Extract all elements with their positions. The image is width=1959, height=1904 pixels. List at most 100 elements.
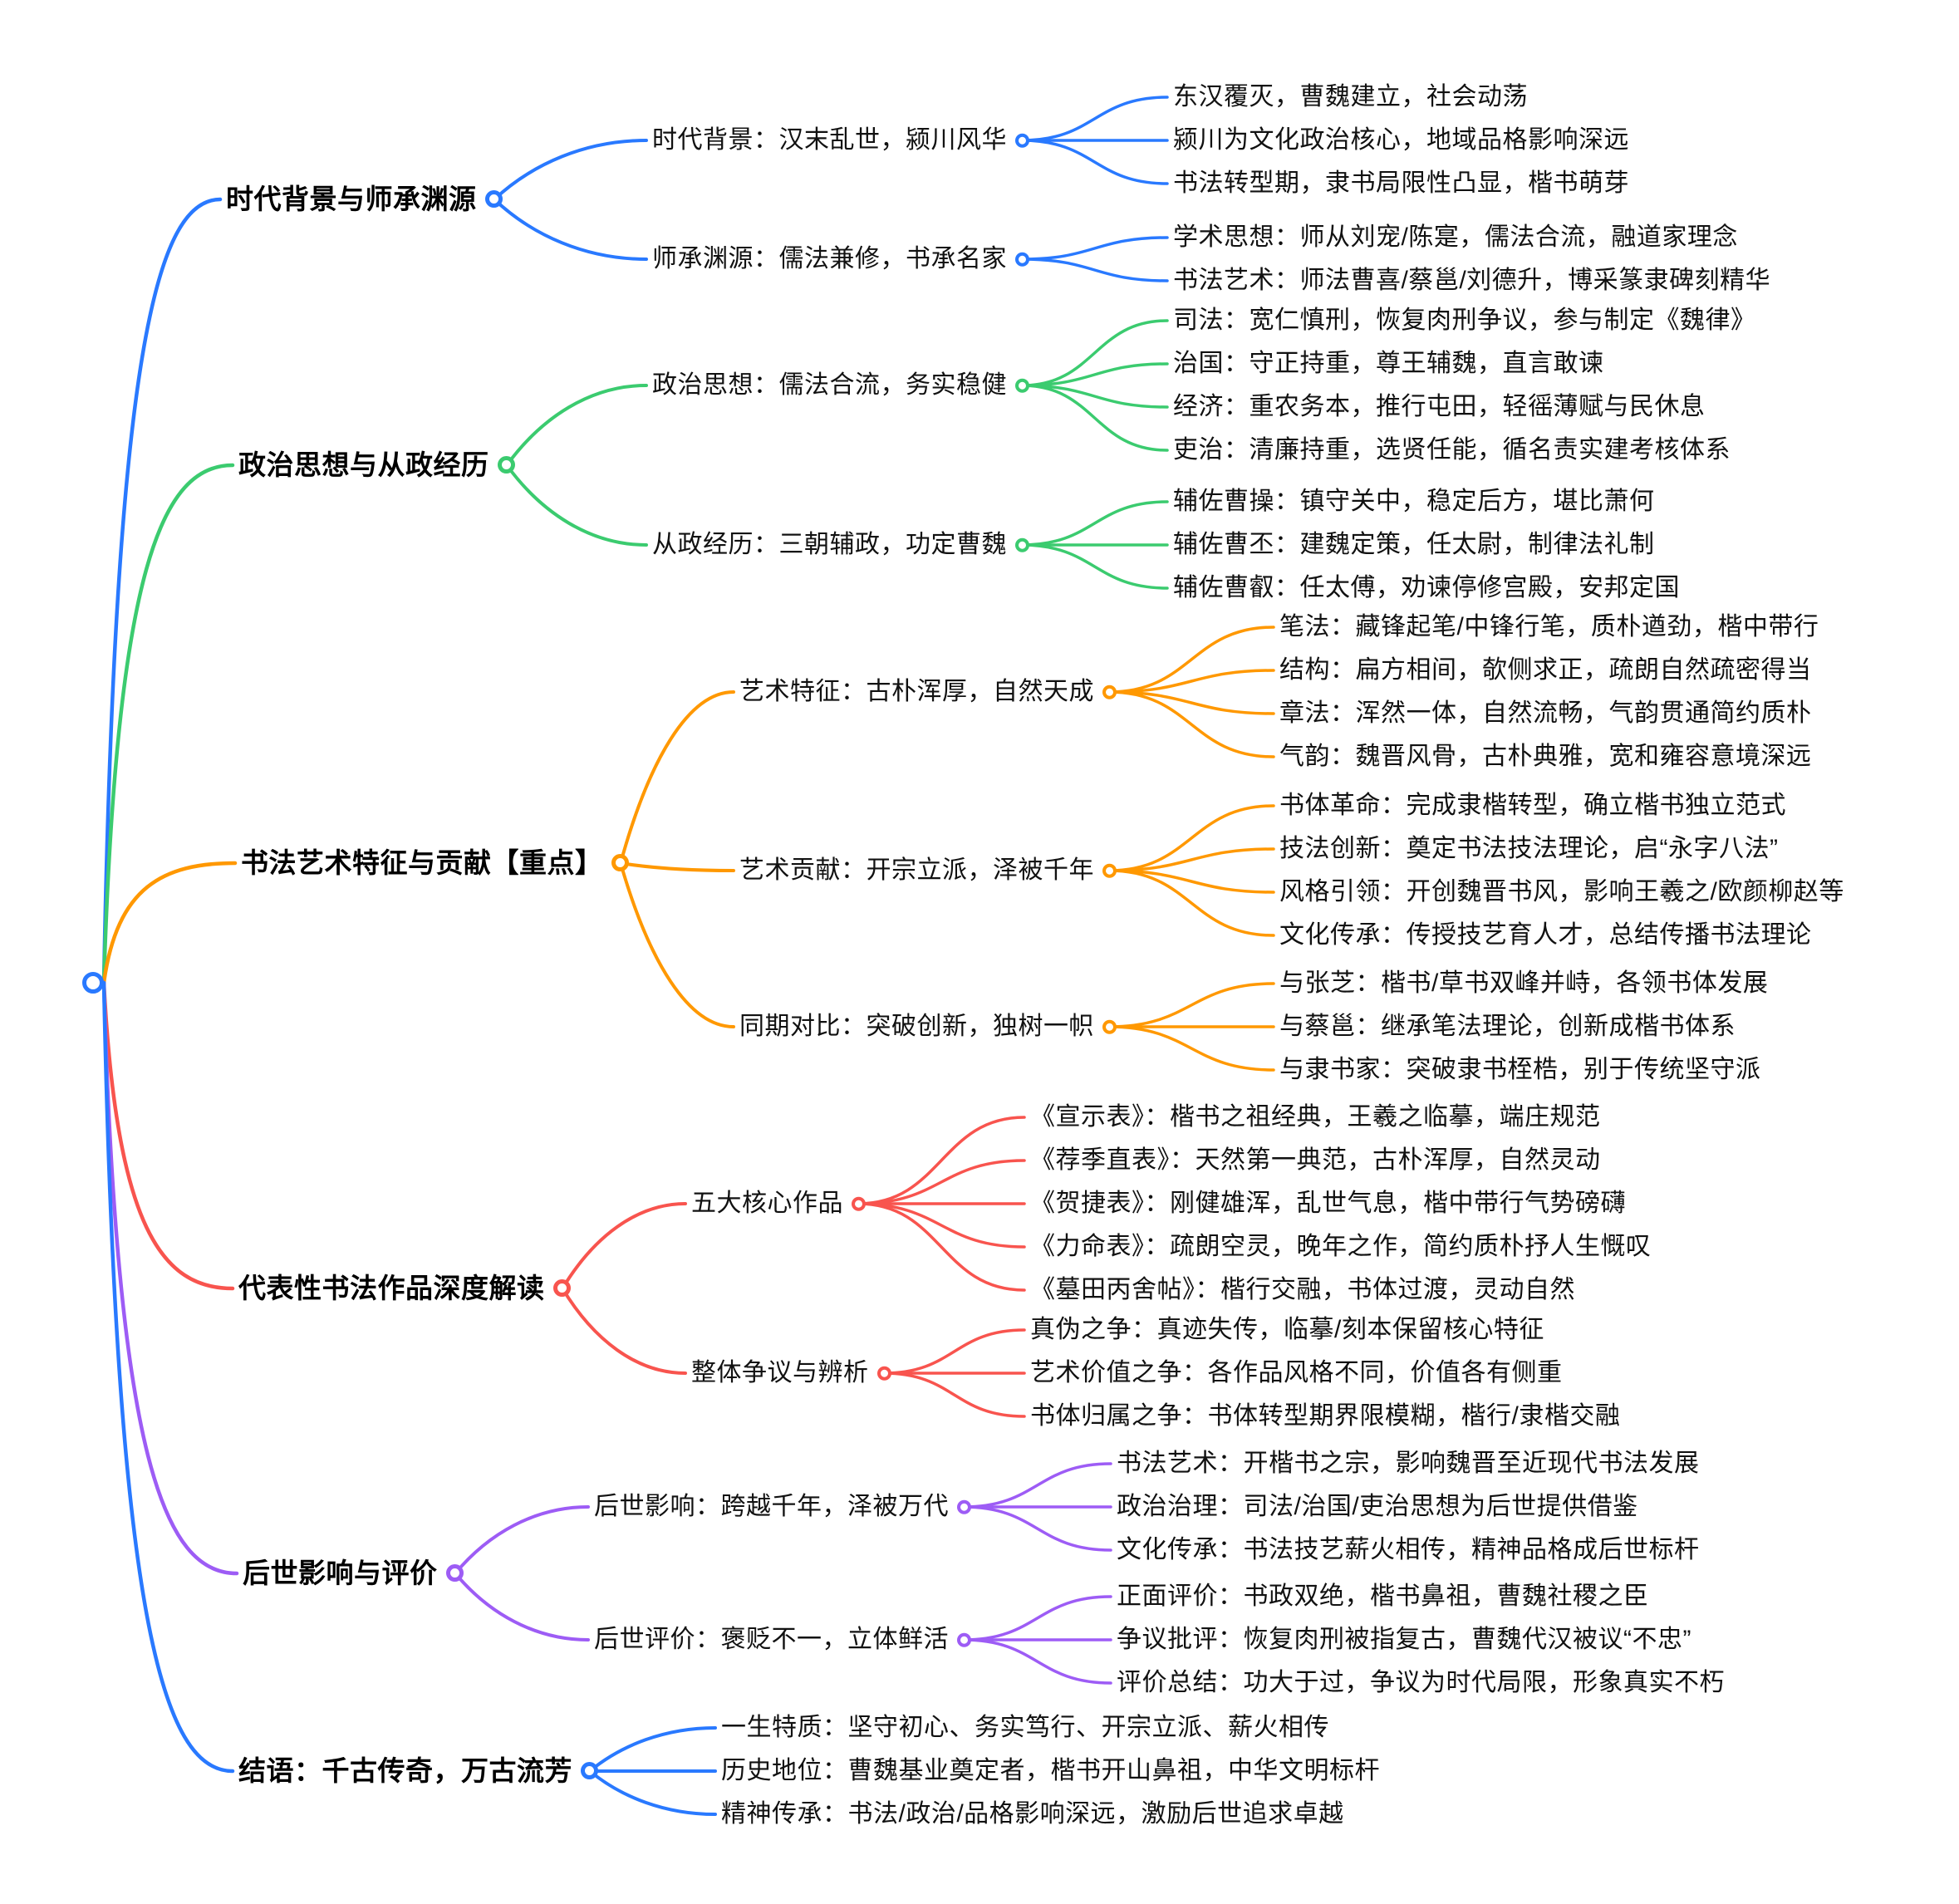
connector-edge — [882, 1328, 1026, 1375]
leaf-node[interactable]: 司法：宽仁慎刑，恢复肉刑争议，参与制定《魏律》 — [1173, 307, 1756, 336]
root-node[interactable] — [82, 972, 104, 994]
leaf-node[interactable]: 辅佐曹叡：任太傅，劝谏停修宫殿，安邦定国 — [1173, 574, 1680, 603]
main-topic-node[interactable]: 代表性书法作品深度解读 — [238, 1273, 571, 1304]
collapse-toggle-circle[interactable] — [497, 456, 515, 474]
leaf-node[interactable]: 艺术价值之争：各作品风格不同，价值各有侧重 — [1030, 1359, 1563, 1388]
leaf-node[interactable]: 治国：守正持重，尊王辅魏，直言敢谏 — [1173, 350, 1604, 379]
connector-edge — [1107, 982, 1275, 1028]
leaf-node[interactable]: 书法艺术：师法曹喜/蔡邕/刘德升，博采篆隶碑刻精华 — [1173, 267, 1770, 296]
collapse-toggle-circle[interactable] — [1102, 685, 1117, 699]
sub-topic-node-label: 精神传承：书法/政治/品格影响深远，激励后世追求卓越 — [721, 1799, 1344, 1828]
leaf-node-label: 文化传承：书法技艺薪火相传，精神品格成后世标杆 — [1117, 1535, 1700, 1563]
connector-edge — [1020, 362, 1169, 387]
sub-topic-node[interactable]: 一生特质：坚守初心、务实笃行、开宗立派、薪火相传 — [721, 1714, 1329, 1743]
leaf-node[interactable]: 书体归属之争：书体转型期界限模糊，楷行/隶楷交融 — [1030, 1402, 1620, 1431]
collapse-toggle-circle[interactable] — [581, 1762, 598, 1780]
main-topic-node[interactable]: 时代背景与师承渊源 — [226, 184, 503, 215]
leaf-node[interactable]: 结构：扁方相间，欹侧求正，疏朗自然疏密得当 — [1279, 656, 1812, 685]
leaf-node[interactable]: 文化传承：书法技艺薪火相传，精神品格成后世标杆 — [1117, 1536, 1700, 1565]
sub-topic-node-label: 后世影响：跨越千年，泽被万代 — [594, 1492, 949, 1520]
sub-topic-node[interactable]: 整体争议与辨析 — [691, 1359, 891, 1388]
sub-topic-node[interactable]: 历史地位：曹魏基业奠定者，楷书开山鼻祖，中华文明标杆 — [721, 1757, 1380, 1786]
connector-edge — [1107, 869, 1275, 894]
leaf-node[interactable]: 《力命表》：疏朗空灵，晚年之作，简约质朴抒人生慨叹 — [1030, 1233, 1652, 1262]
leaf-node[interactable]: 颍川为文化政治核心，地域品格影响深远 — [1173, 126, 1629, 155]
leaf-node[interactable]: 争议批评：恢复肉刑被指复古，曹魏代汉被议“不忠” — [1117, 1626, 1691, 1655]
main-topic-node[interactable]: 后世影响与评价 — [243, 1558, 464, 1589]
leaf-node[interactable]: 《贺捷表》：刚健雄浑，乱世气息，楷中带行气势磅礴 — [1030, 1190, 1626, 1219]
leaf-node-label: 书体革命：完成隶楷转型，确立楷书独立范式 — [1279, 791, 1786, 819]
main-topic-node[interactable]: 结语：千古传奇，万古流芳 — [238, 1755, 598, 1787]
main-topic-node[interactable]: 书法艺术特征与贡献【重点】 — [241, 847, 629, 879]
leaf-node[interactable]: 与蔡邕：继承笔法理论，创新成楷书体系 — [1279, 1013, 1736, 1042]
sub-topic-node[interactable]: 政治思想：儒法合流，务实稳健 — [652, 371, 1029, 400]
main-topic-node-label: 时代背景与师承渊源 — [226, 184, 477, 215]
leaf-node[interactable]: 与张芝：楷书/草书双峰并峙，各领书体发展 — [1279, 969, 1768, 999]
sub-topic-node[interactable]: 师承渊源：儒法兼修，书承名家 — [652, 245, 1029, 274]
leaf-node[interactable]: 与隶书家：突破隶书桎梏，别于传统坚守派 — [1279, 1056, 1761, 1085]
sub-topic-node-label: 一生特质：坚守初心、务实笃行、开宗立派、薪火相传 — [721, 1713, 1329, 1741]
sub-topic-node[interactable]: 从政经历：三朝辅政，功定曹魏 — [652, 531, 1029, 560]
leaf-node[interactable]: 正面评价：书政双绝，楷书鼻祖，曹魏社稷之臣 — [1117, 1583, 1649, 1612]
collapse-toggle-circle[interactable] — [1015, 133, 1029, 148]
collapse-toggle-circle[interactable] — [852, 1196, 866, 1211]
collapse-toggle-circle[interactable] — [876, 1366, 891, 1381]
sub-topic-node[interactable]: 艺术贡献：开宗立派，泽被千年 — [739, 856, 1117, 886]
leaf-node[interactable]: 评价总结：功大于过，争议为时代局限，形象真实不朽 — [1117, 1669, 1725, 1698]
leaf-node[interactable]: 书法转型期，隶书局限性凸显，楷书萌芽 — [1173, 169, 1629, 199]
leaf-node-label: 章法：浑然一体，自然流畅，气韵贯通简约质朴 — [1279, 699, 1812, 727]
connector-edge — [1020, 384, 1169, 409]
connector-edge — [101, 980, 239, 1576]
collapse-toggle-circle[interactable] — [1015, 537, 1029, 552]
leaf-node[interactable]: 政治治理：司法/治国/吏治思想为后世提供借鉴 — [1117, 1493, 1638, 1522]
sub-topic-node[interactable]: 后世影响：跨越千年，泽被万代 — [594, 1493, 971, 1522]
sub-topic-node[interactable]: 同期对比：突破创新，独树一帜 — [739, 1013, 1117, 1042]
leaf-node[interactable]: 辅佐曹丕：建魏定策，任太尉，制律法礼制 — [1173, 531, 1655, 560]
sub-topic-node-label: 时代背景：汉末乱世，颍川风华 — [652, 125, 1007, 154]
leaf-node[interactable]: 文化传承：传授技艺育人才，总结传播书法理论 — [1279, 921, 1812, 950]
connector-edge — [1020, 96, 1169, 142]
leaf-node[interactable]: 书体革命：完成隶楷转型，确立楷书独立范式 — [1279, 792, 1786, 821]
leaf-node[interactable]: 书法艺术：开楷书之宗，影响魏晋至近现代书法发展 — [1117, 1450, 1700, 1479]
collapse-toggle-circle[interactable] — [1102, 863, 1117, 878]
sub-topic-node[interactable]: 时代背景：汉末乱世，颍川风华 — [652, 126, 1029, 155]
leaf-node[interactable]: 《墓田丙舍帖》：楷行交融，书体过渡，灵动自然 — [1030, 1276, 1575, 1305]
collapse-toggle-circle[interactable] — [1102, 1019, 1117, 1034]
collapse-toggle-circle[interactable] — [611, 854, 629, 872]
collapse-toggle-circle[interactable] — [484, 190, 503, 209]
leaf-node[interactable]: 《宣示表》：楷书之祖经典，王羲之临摹，端庄规范 — [1030, 1103, 1601, 1132]
leaf-node[interactable]: 章法：浑然一体，自然流畅，气韵贯通简约质朴 — [1279, 699, 1812, 729]
collapse-toggle-circle[interactable] — [1015, 378, 1029, 393]
leaf-node[interactable]: 东汉覆灭，曹魏建立，社会动荡 — [1173, 83, 1528, 112]
sub-topic-node[interactable]: 精神传承：书法/政治/品格影响深远，激励后世追求卓越 — [721, 1800, 1344, 1829]
collapse-toggle-circle[interactable] — [445, 1564, 464, 1583]
connector-edge — [493, 139, 648, 201]
leaf-node[interactable]: 气韵：魏晋风骨，古朴典雅，宽和雍容意境深远 — [1279, 743, 1812, 772]
leaf-node[interactable]: 经济：重农务本，推行屯田，轻徭薄赋与民休息 — [1173, 393, 1706, 422]
leaf-node[interactable]: 学术思想：师从刘宠/陈寔，儒法合流，融道家理念 — [1173, 223, 1738, 253]
connector-edge — [1107, 626, 1275, 694]
leaf-node-label: 与张芝：楷书/草书双峰并峙，各领书体发展 — [1279, 969, 1769, 997]
leaf-node[interactable]: 辅佐曹操：镇守关中，稳定后方，堪比萧何 — [1173, 488, 1655, 517]
sub-topic-node[interactable]: 五大核心作品 — [691, 1190, 866, 1219]
sub-topic-node[interactable]: 后世评价：褒贬不一，立体鲜活 — [594, 1626, 971, 1655]
main-topic-node-label: 后世影响与评价 — [243, 1558, 438, 1589]
connector-edge — [1020, 384, 1169, 452]
leaf-node[interactable]: 风格引领：开创魏晋书风，影响王羲之/欧颜柳赵等 — [1279, 878, 1844, 907]
collapse-toggle-circle[interactable] — [552, 1279, 571, 1298]
leaf-node[interactable]: 《荐季直表》：天然第一典范，古朴浑厚，自然灵动 — [1030, 1146, 1601, 1175]
main-topic-node[interactable]: 政治思想与从政经历 — [238, 449, 515, 481]
collapse-toggle-circle[interactable] — [957, 1499, 971, 1514]
collapse-toggle-circle[interactable] — [1015, 252, 1029, 267]
leaf-node[interactable]: 真伪之争：真迹失传，临摹/刻本保留核心特征 — [1030, 1316, 1544, 1345]
connector-edge — [505, 384, 648, 467]
leaf-node[interactable]: 笔法：藏锋起笔/中锋行笔，质朴遒劲，楷中带行 — [1279, 613, 1819, 642]
connector-edge — [505, 464, 648, 547]
sub-topic-node[interactable]: 艺术特征：古朴浑厚，自然天成 — [739, 678, 1117, 707]
collapse-toggle-circle[interactable] — [957, 1632, 971, 1647]
leaf-node[interactable]: 吏治：清廉持重，选贤任能，循名责实建考核体系 — [1173, 436, 1731, 465]
leaf-node-label: 与蔡邕：继承笔法理论，创新成楷书体系 — [1279, 1012, 1736, 1040]
leaf-node[interactable]: 技法创新：奠定书法技法理论，启“永字八法” — [1279, 835, 1778, 864]
connector-edge — [588, 1769, 717, 1816]
leaf-node-label: 书法艺术：开楷书之宗，影响魏晋至近现代书法发展 — [1117, 1449, 1700, 1477]
